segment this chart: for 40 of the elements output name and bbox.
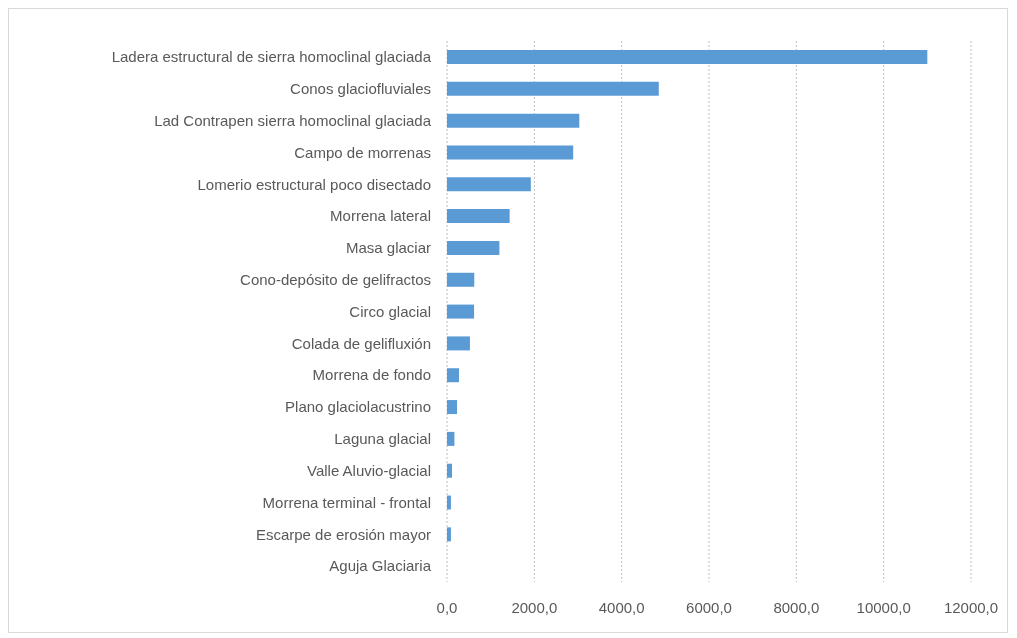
y-tick-label: Morrena terminal - frontal [262,493,431,511]
y-tick-label: Ladera estructural de sierra homoclinal glaciada [111,48,432,66]
y-tick-label: Circo glacial [349,302,431,320]
y-tick-label: Escarpe de erosión mayor [255,525,431,543]
y-tick-label: Laguna glacial [334,430,431,448]
y-tick-label: Aguja Glaciaria [329,557,432,575]
y-tick-label: Cono-depósito de gelifractos [240,271,431,288]
x-tick-label: 4000,0 [598,598,645,616]
y-tick-label: Campo de morrenas [294,143,431,161]
bar [447,81,659,96]
y-tick-label: Morrena lateral [330,207,431,225]
bar [447,50,928,64]
bar [447,463,453,478]
bar [447,431,455,446]
bar [447,209,510,224]
y-tick-label: Colada de gelifluxión [291,334,431,352]
bar [447,527,451,542]
y-tick-label: Morrena de fondo [312,366,431,384]
bar [447,177,531,192]
x-tick-label: 12000,0 [943,598,999,616]
bar [447,304,475,319]
x-tick-label: 8000,0 [773,598,820,616]
y-tick-label: Valle Aluvio-glacial [307,461,431,479]
bar [447,272,475,287]
bar [447,368,460,383]
bar [447,240,500,255]
y-tick-label: Masa glaciar [345,239,431,257]
bar [447,400,458,415]
bar [447,336,470,351]
y-tick-label: Lomerio estructural poco disectado [197,175,431,193]
y-tick-label: Lad Contrapen sierra homoclinal glaciada [154,111,432,129]
x-tick-label: 6000,0 [686,598,732,616]
x-tick-label: 2000,0 [511,598,558,616]
x-tick-label: 0,0 [436,598,458,616]
y-tick-label: Plano glaciolacustrino [285,398,431,416]
y-tick-label: Conos glaciofluviales [290,80,431,98]
bar [447,495,451,510]
x-tick-label: 10000,0 [856,598,911,616]
bar [447,113,580,128]
bar [447,145,574,160]
